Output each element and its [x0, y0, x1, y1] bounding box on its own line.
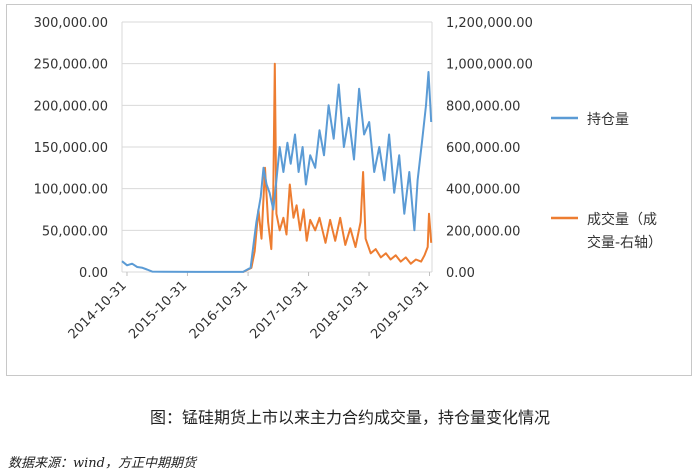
- x-tick-label: 2017-10-31: [247, 278, 311, 342]
- left-axis-ticks: 300,000.00 250,000.00 200,000.00 150,000.00…: [34, 16, 108, 281]
- x-tick-label: 2016-10-31: [187, 278, 251, 342]
- legend-label-volume-line2: 交量-右轴）: [587, 234, 662, 251]
- left-tick-label: 250,000.00: [34, 58, 108, 73]
- right-tick-label: 1,000,000.00: [446, 58, 533, 73]
- volume-series-line: [242, 62, 433, 273]
- right-tick-label: 200,000.00: [446, 224, 520, 239]
- open-interest-series-line: [121, 71, 433, 273]
- x-tick-label: 2018-10-31: [308, 278, 372, 342]
- x-tick-label: 2015-10-31: [126, 278, 190, 342]
- right-axis-ticks: 1,200,000.00 1,000,000.00 800,000.00 600,00…: [446, 16, 533, 281]
- right-tick-label: 0.00: [446, 266, 475, 281]
- left-tick-label: 50,000.00: [42, 224, 108, 239]
- right-tick-label: 1,200,000.00: [446, 16, 533, 31]
- x-tick-label: 2014-10-31: [66, 278, 130, 342]
- data-source: 数据来源：wind，方正中期期货: [8, 456, 196, 471]
- left-tick-label: 300,000.00: [34, 16, 108, 31]
- left-tick-label: 100,000.00: [34, 183, 108, 198]
- series-layer: [121, 62, 433, 273]
- chart-frame: [6, 4, 692, 376]
- right-tick-label: 800,000.00: [446, 99, 520, 114]
- legend-label-volume-line1: 成交量（成: [587, 211, 657, 228]
- left-tick-label: 200,000.00: [34, 99, 108, 114]
- right-tick-label: 400,000.00: [446, 183, 520, 198]
- left-tick-label: 150,000.00: [34, 141, 108, 156]
- right-tick-label: 600,000.00: [446, 141, 520, 156]
- legend-label-open-interest: 持仓量: [587, 112, 629, 128]
- chart: 300,000.00 250,000.00 200,000.00 150,000.00…: [34, 16, 663, 342]
- figure-caption: 图：锰硅期货上市以来主力合约成交量，持仓量变化情况: [149, 408, 550, 427]
- left-tick-label: 0.00: [79, 266, 108, 281]
- x-axis-ticks: 2014-10-312015-10-312016-10-312017-10-31…: [66, 272, 432, 342]
- gridlines: [121, 21, 433, 273]
- x-tick-label: 2019-10-31: [368, 278, 432, 342]
